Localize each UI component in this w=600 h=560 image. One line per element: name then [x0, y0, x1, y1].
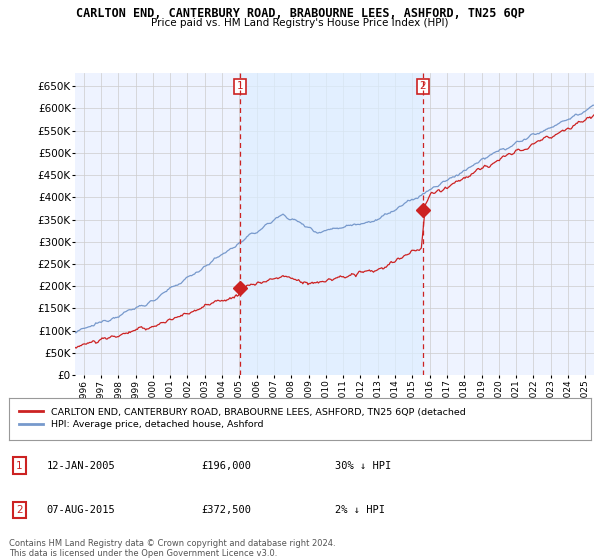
Text: 2% ↓ HPI: 2% ↓ HPI — [335, 505, 385, 515]
Text: 2: 2 — [419, 81, 426, 91]
Text: Contains HM Land Registry data © Crown copyright and database right 2024.
This d: Contains HM Land Registry data © Crown c… — [9, 539, 335, 558]
Text: 30% ↓ HPI: 30% ↓ HPI — [335, 460, 391, 470]
Text: £372,500: £372,500 — [201, 505, 251, 515]
Legend: CARLTON END, CANTERBURY ROAD, BRABOURNE LEES, ASHFORD, TN25 6QP (detached, HPI: : CARLTON END, CANTERBURY ROAD, BRABOURNE … — [17, 405, 468, 432]
Text: 12-JAN-2005: 12-JAN-2005 — [47, 460, 116, 470]
Text: 07-AUG-2015: 07-AUG-2015 — [47, 505, 116, 515]
Text: 1: 1 — [237, 81, 244, 91]
Text: 1: 1 — [16, 460, 23, 470]
Text: CARLTON END, CANTERBURY ROAD, BRABOURNE LEES, ASHFORD, TN25 6QP: CARLTON END, CANTERBURY ROAD, BRABOURNE … — [76, 7, 524, 20]
Text: 2: 2 — [16, 505, 23, 515]
Text: Price paid vs. HM Land Registry's House Price Index (HPI): Price paid vs. HM Land Registry's House … — [151, 18, 449, 28]
Text: £196,000: £196,000 — [201, 460, 251, 470]
Bar — [240, 73, 423, 375]
